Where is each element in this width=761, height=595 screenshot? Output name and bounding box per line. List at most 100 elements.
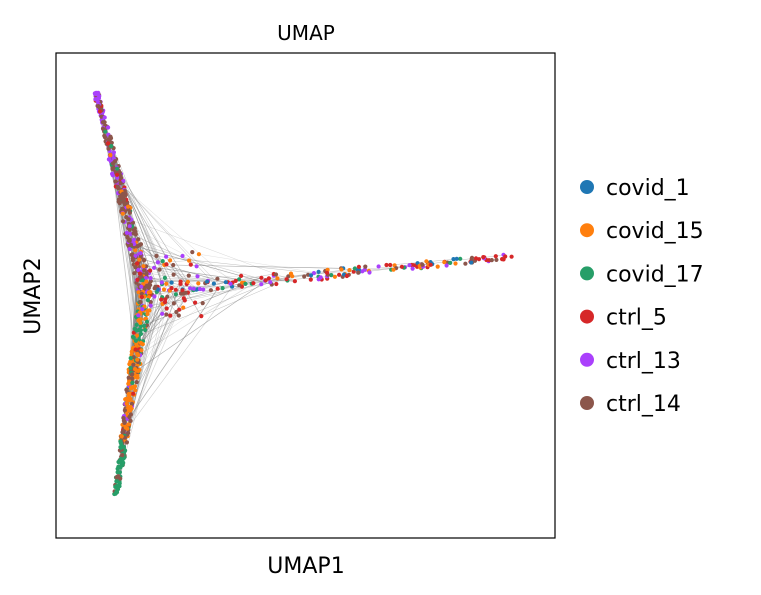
graph-edge: [134, 228, 236, 282]
point-ctrl_14: [116, 197, 121, 202]
graph-edge: [173, 264, 342, 269]
point-ctrl_14: [186, 273, 191, 278]
point-covid_15: [124, 401, 129, 406]
point-covid_17: [448, 260, 453, 265]
point-ctrl_14: [120, 191, 126, 196]
point-ctrl_13: [138, 251, 143, 256]
point-covid_17: [143, 327, 148, 333]
point-ctrl_5: [356, 264, 361, 269]
point-covid_15: [138, 340, 143, 346]
point-ctrl_13: [97, 94, 102, 99]
point-ctrl_5: [168, 313, 173, 318]
graph-edge: [130, 233, 190, 261]
point-ctrl_14: [200, 301, 205, 306]
point-ctrl_13: [410, 266, 415, 271]
point-ctrl_14: [126, 375, 131, 380]
point-ctrl_5: [180, 288, 185, 293]
point-ctrl_5: [148, 268, 153, 273]
point-ctrl_14: [181, 291, 186, 296]
point-ctrl_14: [127, 227, 132, 232]
point-covid_1: [308, 273, 314, 278]
point-ctrl_5: [259, 275, 264, 280]
point-covid_15: [181, 305, 186, 310]
point-ctrl_14: [120, 219, 126, 224]
point-ctrl_14: [131, 362, 136, 367]
point-covid_15: [133, 248, 138, 253]
point-covid_1: [205, 279, 210, 284]
point-ctrl_5: [135, 277, 140, 282]
point-covid_17: [220, 286, 225, 291]
point-covid_15: [196, 281, 201, 286]
point-ctrl_5: [164, 262, 169, 267]
point-ctrl_14: [134, 380, 139, 385]
point-ctrl_5: [503, 254, 508, 259]
legend-label-covid_15: covid_15: [606, 219, 704, 244]
point-covid_17: [134, 322, 139, 327]
point-ctrl_13: [444, 263, 449, 268]
point-covid_15: [135, 357, 140, 362]
point-ctrl_5: [324, 270, 330, 275]
point-ctrl_14: [154, 253, 159, 258]
point-ctrl_14: [157, 267, 162, 272]
point-ctrl_14: [122, 408, 127, 413]
point-ctrl_13: [155, 260, 160, 265]
point-covid_17: [131, 335, 136, 340]
point-covid_17: [114, 479, 119, 484]
point-covid_15: [125, 396, 130, 401]
point-ctrl_14: [164, 312, 169, 317]
graph-edge: [150, 275, 242, 282]
graph-edge: [268, 278, 295, 282]
point-covid_17: [116, 464, 121, 469]
point-ctrl_14: [152, 286, 157, 291]
point-ctrl_5: [188, 262, 193, 267]
point-covid_15: [347, 268, 352, 273]
point-ctrl_14: [125, 235, 130, 240]
point-ctrl_13: [318, 275, 323, 280]
point-ctrl_14: [130, 376, 135, 381]
point-covid_1: [454, 256, 459, 261]
legend-label-ctrl_5: ctrl_5: [606, 306, 667, 331]
point-covid_17: [134, 328, 139, 333]
point-ctrl_14: [463, 261, 468, 266]
point-ctrl_13: [96, 90, 101, 95]
point-ctrl_5: [233, 278, 238, 283]
point-ctrl_14: [131, 231, 136, 236]
point-covid_1: [155, 287, 160, 292]
point-covid_15: [339, 267, 344, 272]
scatter-points: [92, 90, 514, 497]
point-covid_15: [135, 351, 140, 357]
point-ctrl_13: [159, 280, 164, 285]
point-covid_17: [237, 277, 242, 282]
point-covid_17: [128, 356, 133, 361]
point-ctrl_5: [263, 278, 268, 283]
point-ctrl_5: [308, 277, 313, 282]
point-ctrl_13: [106, 125, 111, 130]
legend-marker-covid_1: [580, 180, 594, 194]
point-ctrl_14: [171, 301, 176, 306]
point-covid_15: [442, 260, 447, 265]
plot-frame: [55, 52, 556, 539]
point-ctrl_14: [117, 201, 122, 206]
y-axis-label: UMAP2: [21, 257, 46, 334]
point-ctrl_5: [384, 262, 389, 268]
point-covid_15: [164, 281, 169, 286]
point-covid_15: [129, 349, 134, 354]
graph-edge: [114, 161, 167, 257]
graph-edge: [146, 280, 209, 282]
point-ctrl_14: [130, 372, 135, 377]
point-covid_15: [147, 308, 152, 313]
graph-edge: [121, 286, 233, 437]
point-ctrl_13: [259, 282, 264, 287]
legend-label-covid_17: covid_17: [606, 262, 704, 287]
point-covid_15: [424, 259, 429, 264]
point-ctrl_14: [489, 258, 494, 263]
point-covid_17: [173, 292, 178, 297]
point-ctrl_14: [122, 435, 128, 440]
point-covid_17: [130, 380, 135, 385]
point-covid_17: [117, 481, 122, 486]
point-ctrl_13: [191, 286, 196, 291]
point-covid_15: [161, 287, 167, 292]
point-ctrl_13: [140, 307, 145, 312]
point-ctrl_5: [399, 264, 404, 269]
